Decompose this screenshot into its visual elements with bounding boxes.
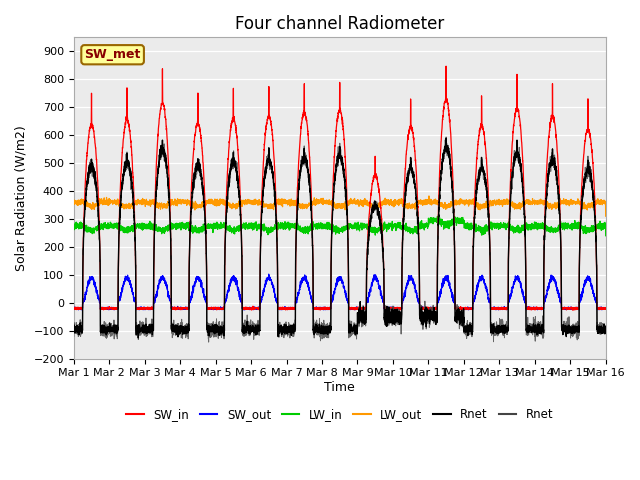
Text: SW_met: SW_met (84, 48, 141, 61)
Y-axis label: Solar Radiation (W/m2): Solar Radiation (W/m2) (15, 125, 28, 271)
Legend: SW_in, SW_out, LW_in, LW_out, Rnet, Rnet: SW_in, SW_out, LW_in, LW_out, Rnet, Rnet (122, 403, 558, 426)
X-axis label: Time: Time (324, 381, 355, 394)
Title: Four channel Radiometer: Four channel Radiometer (235, 15, 444, 33)
